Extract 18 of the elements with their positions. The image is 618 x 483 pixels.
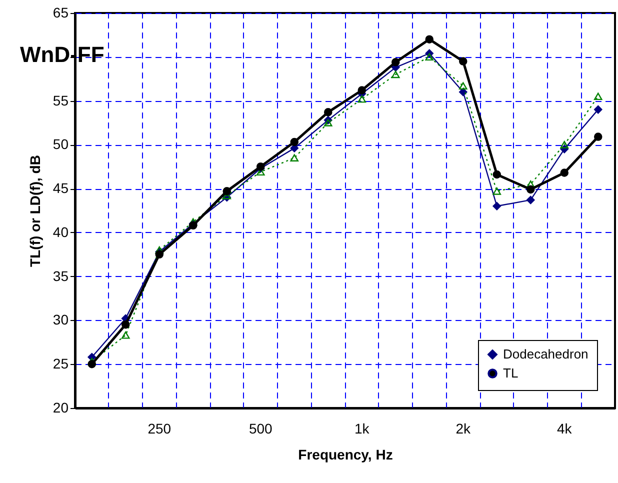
- y-tick-label: 30: [52, 312, 69, 328]
- legend-label: TL: [503, 366, 518, 380]
- x-tick-label: 500: [248, 420, 273, 436]
- x-tick-label: 1k: [354, 420, 370, 436]
- y-tick-label: 55: [52, 92, 69, 108]
- y-tick-label: 35: [52, 268, 69, 284]
- x-tick-label: 250: [148, 420, 172, 436]
- y-tick-label: 20: [52, 400, 69, 416]
- x-axis-title: Frequency, Hz: [298, 446, 393, 462]
- y-tick-label: 25: [52, 356, 69, 372]
- legend-label: Dodecahedron: [503, 346, 588, 362]
- x-tick-label: 4k: [556, 420, 573, 436]
- y-tick-label: 45: [52, 180, 69, 196]
- y-axis-title: TL(f) or LD(f), dB: [26, 155, 43, 267]
- y-tick-label: 40: [52, 224, 69, 240]
- x-tick-label: 2k: [456, 420, 472, 436]
- y-tick-label: 65: [52, 4, 69, 20]
- y-tick-label: 50: [52, 136, 69, 152]
